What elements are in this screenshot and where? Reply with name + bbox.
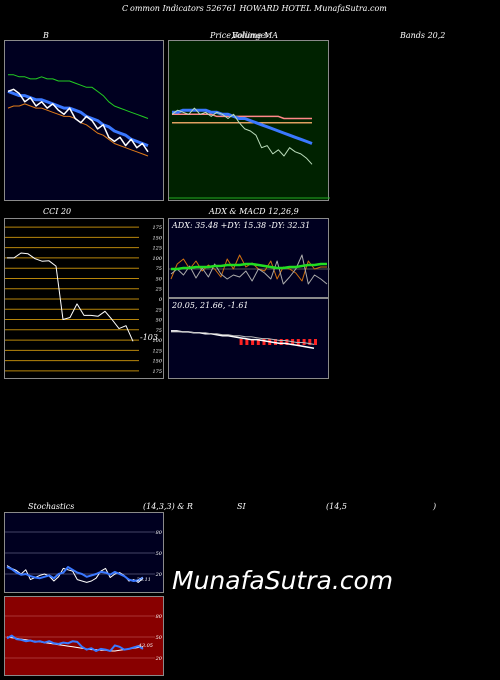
b-price-line xyxy=(7,88,149,153)
rsi-tick-label: 80 xyxy=(156,614,163,620)
cci-tick-label: 125 xyxy=(152,348,162,354)
panel-price xyxy=(168,40,330,201)
macd-histogram-bar xyxy=(239,339,243,345)
stoch-value-label: 28.11 xyxy=(136,577,151,583)
cci-tick-label: 125 xyxy=(152,246,162,252)
macd-histogram-bar xyxy=(251,339,255,345)
panel-rsi: 80 50 20 43.05 xyxy=(4,596,164,676)
macd-histogram-bar xyxy=(314,339,317,345)
cci-tick-label: 175 xyxy=(152,225,162,231)
cci-tick-label: 25 xyxy=(155,307,162,313)
chart-macd-svg xyxy=(171,330,317,349)
rsi-params-label: (14,5 xyxy=(326,502,347,511)
chart-price-svg xyxy=(169,107,330,199)
page-title: ommon Indicators 526761 HOWARD HOTEL Mun… xyxy=(130,4,387,13)
price-blue-band-line xyxy=(172,108,313,145)
cci-tick-label: 150 xyxy=(152,235,162,241)
cci-value-label: -103 xyxy=(140,333,158,342)
macd-values: 20.05, 21.66, -1.61 xyxy=(172,301,249,310)
watermark: MunafaSutra.com xyxy=(172,566,394,595)
macd-signal-line xyxy=(171,331,315,345)
rsi-paren-label: ) xyxy=(433,502,437,511)
header-c-letter: C xyxy=(122,4,129,13)
macd-histogram-bar xyxy=(285,339,289,345)
cci-line xyxy=(7,252,134,342)
chart-b-svg xyxy=(7,74,149,157)
stoch-tick-label: 50 xyxy=(156,551,163,557)
adx-macd-label: ADX & MACD 12,26,9 xyxy=(209,207,299,216)
price-line xyxy=(171,107,313,165)
cci-tick-label: 175 xyxy=(152,369,162,375)
b-green-band-line xyxy=(8,74,149,119)
panel-macd: 20.05, 21.66, -1.61 xyxy=(168,298,329,379)
cci-tick-label: 75 xyxy=(156,266,162,272)
adx-line xyxy=(171,262,327,271)
macd-histogram-bar xyxy=(302,339,306,345)
chart-adx-svg xyxy=(169,254,330,285)
panel-adx: ADX: 35.48 +DY: 15.38 -DY: 32.31 xyxy=(168,218,330,298)
chart-cci-svg: 175 150 125 100 75 50 25 0 25 50 75 100 125 150 175 xyxy=(5,225,163,375)
rsi-tick-label: 20 xyxy=(155,656,163,662)
cci-tick-label: 100 xyxy=(152,256,162,262)
bollinger-label: Bollinger xyxy=(232,31,270,40)
ma-label: MA xyxy=(264,31,278,40)
stoch-tick-label: 20 xyxy=(155,572,163,578)
volume-label: Volume xyxy=(232,31,262,40)
rsi-tick-label: 50 xyxy=(156,635,163,641)
cci-tick-label: 150 xyxy=(152,359,162,365)
stoch-k-line xyxy=(6,566,144,582)
price-upper-band-line xyxy=(172,113,312,120)
cci-tick-label: 25 xyxy=(155,287,162,293)
cci-tick-label: 0 xyxy=(159,297,163,303)
adx-values: ADX: 35.48 +DY: 15.38 -DY: 32.31 xyxy=(172,221,311,230)
macd-histogram-bar xyxy=(262,339,266,345)
panel-stoch: 80 50 20 28.11 xyxy=(4,512,164,593)
bands-label: Bands 20,2 xyxy=(400,31,446,40)
panel-cci: 175 150 125 100 75 50 25 0 25 50 75 100 125 150 175 xyxy=(4,218,164,379)
rsi-value-label: 43.05 xyxy=(138,643,153,649)
rsi-line xyxy=(6,634,144,652)
stoch-d-line xyxy=(6,565,144,583)
cci-label: CCI 20 xyxy=(43,207,72,216)
price-label: Price, xyxy=(210,31,234,40)
rsi-si-label: SI xyxy=(237,502,246,511)
stoch-params-label: (14,3,3) & R xyxy=(143,502,193,511)
cci-tick-label: 50 xyxy=(156,276,163,282)
macd-histogram-bar xyxy=(256,339,260,345)
cci-tick-label: 100 xyxy=(152,338,162,344)
adx-plus-dy-line xyxy=(170,254,328,285)
macd-histogram-bar xyxy=(279,339,283,345)
cci-tick-label: 75 xyxy=(156,328,162,334)
cci-tick-label: 50 xyxy=(156,318,163,324)
chart-stoch-svg: 80 50 20 28.11 xyxy=(5,530,163,583)
stoch-label: Stochastics xyxy=(28,502,75,511)
stoch-tick-label: 80 xyxy=(156,530,163,536)
macd-histogram-bar xyxy=(245,339,249,345)
macd-histogram-bar xyxy=(308,339,312,345)
chart-rsi-svg: 80 50 20 43.05 xyxy=(5,614,163,662)
b-label: B xyxy=(43,31,49,40)
panel-b xyxy=(4,40,164,201)
